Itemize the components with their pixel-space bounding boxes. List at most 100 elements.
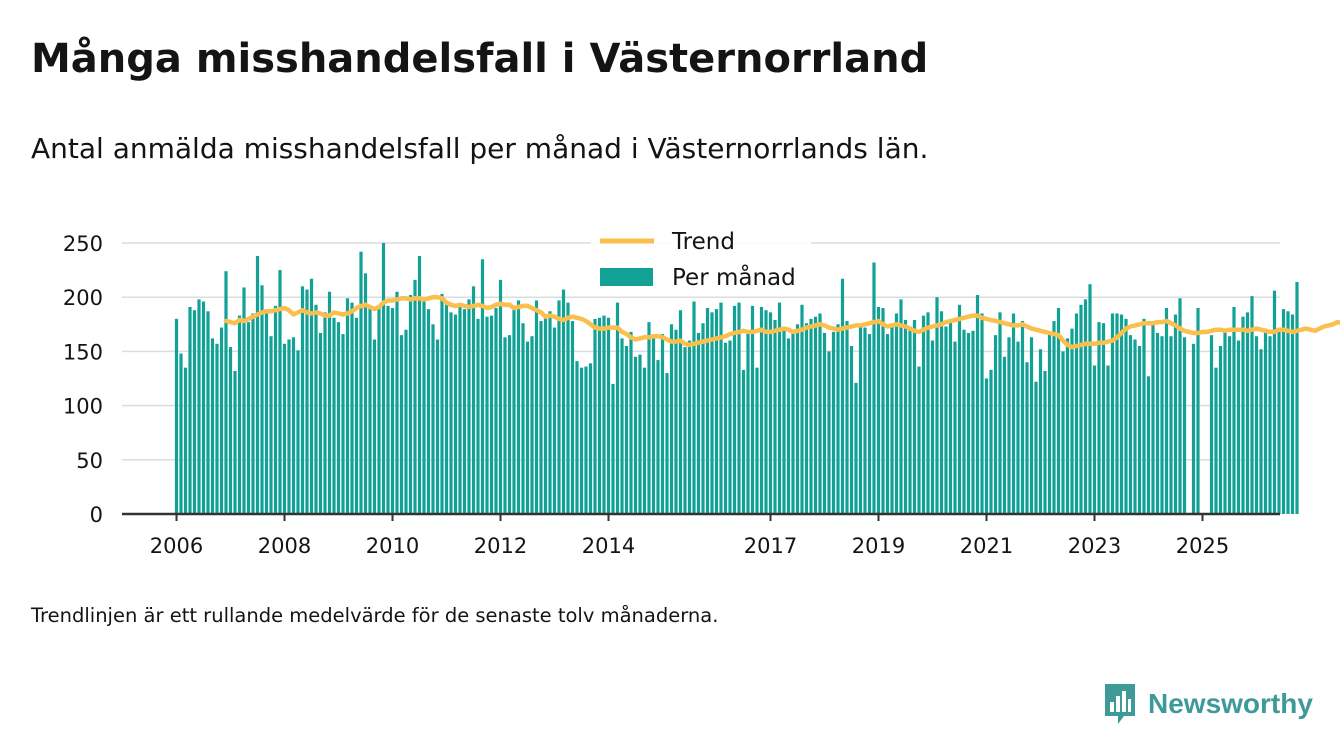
bar [269,336,273,514]
bar [1250,296,1254,514]
bar [408,295,413,514]
bar [525,341,530,514]
bar [597,317,602,514]
bar [831,331,836,514]
bar [1110,313,1115,514]
bar [1115,313,1119,514]
bar [890,326,894,514]
bar [638,354,642,514]
bar [282,343,287,514]
bar [476,318,480,514]
bar [228,347,233,514]
bar [1295,282,1299,514]
bar [1241,316,1245,514]
bar [840,278,845,514]
bar [1007,337,1011,514]
bar [237,315,242,514]
bar [701,323,705,514]
bar [719,302,723,514]
bar [588,363,593,514]
bar [183,367,188,514]
bar [881,308,885,514]
legend-bar-swatch [600,268,653,286]
bar [818,313,822,514]
bar [876,306,881,514]
bar [624,345,629,514]
bar [219,327,224,514]
bar [912,319,917,514]
bar [1146,376,1151,514]
legend-label: Per månad [672,263,796,291]
bar [813,316,818,514]
bar [1047,334,1052,514]
bar [1232,306,1236,514]
newsworthy-logo-icon [1105,684,1135,724]
bar [471,286,476,514]
bar [372,339,377,514]
bar [710,312,714,514]
bar [674,329,678,514]
bar [1101,323,1106,514]
bar [395,291,399,514]
chart-subtitle: Antal anmälda misshandelsfall per månad … [31,132,929,165]
bar [782,329,786,514]
bar [1074,313,1079,514]
bar [921,315,926,514]
x-tick-label: 2006 [150,534,203,558]
y-tick-label: 250 [63,232,103,256]
bar-series [174,243,1299,514]
bar [449,312,453,514]
bar [1214,367,1218,514]
bar [305,289,309,514]
bar [1002,356,1007,514]
bar [984,378,989,514]
bar [615,302,620,514]
bar [1128,335,1133,514]
bar [1079,304,1083,514]
bar [944,326,948,514]
bar [233,370,237,514]
bar [926,312,930,514]
bar [1209,335,1214,514]
bar [741,369,746,514]
bar [1259,349,1263,514]
bar [1137,345,1142,514]
bar [1124,318,1128,514]
bar [1178,298,1182,514]
bar [849,345,854,514]
bar [561,289,566,514]
bar [1056,308,1061,514]
bar [885,334,890,514]
bar [872,262,876,514]
bar [989,369,993,514]
chart-title: Många misshandelsfall i Västernorrland [31,36,929,82]
bar [422,297,426,514]
bar [966,332,971,514]
bar [899,299,903,514]
bar [485,316,489,514]
bar [683,347,687,514]
bar [1097,322,1101,514]
bar [809,318,813,514]
bar [1196,308,1200,514]
bar [867,334,872,514]
bar [224,271,228,514]
bar [1236,340,1241,514]
bar [629,331,633,514]
bar [215,343,219,514]
bar [665,373,669,514]
bar [980,313,984,514]
bar [746,332,750,514]
bar [759,306,764,514]
bar [566,302,570,514]
bar [467,299,471,514]
bar [354,317,359,514]
bar [737,302,741,514]
bar [827,351,831,514]
bar [206,311,210,514]
bar [552,327,557,514]
bar [939,311,944,514]
bar [197,299,201,514]
bar [179,353,183,514]
bar [579,367,584,514]
